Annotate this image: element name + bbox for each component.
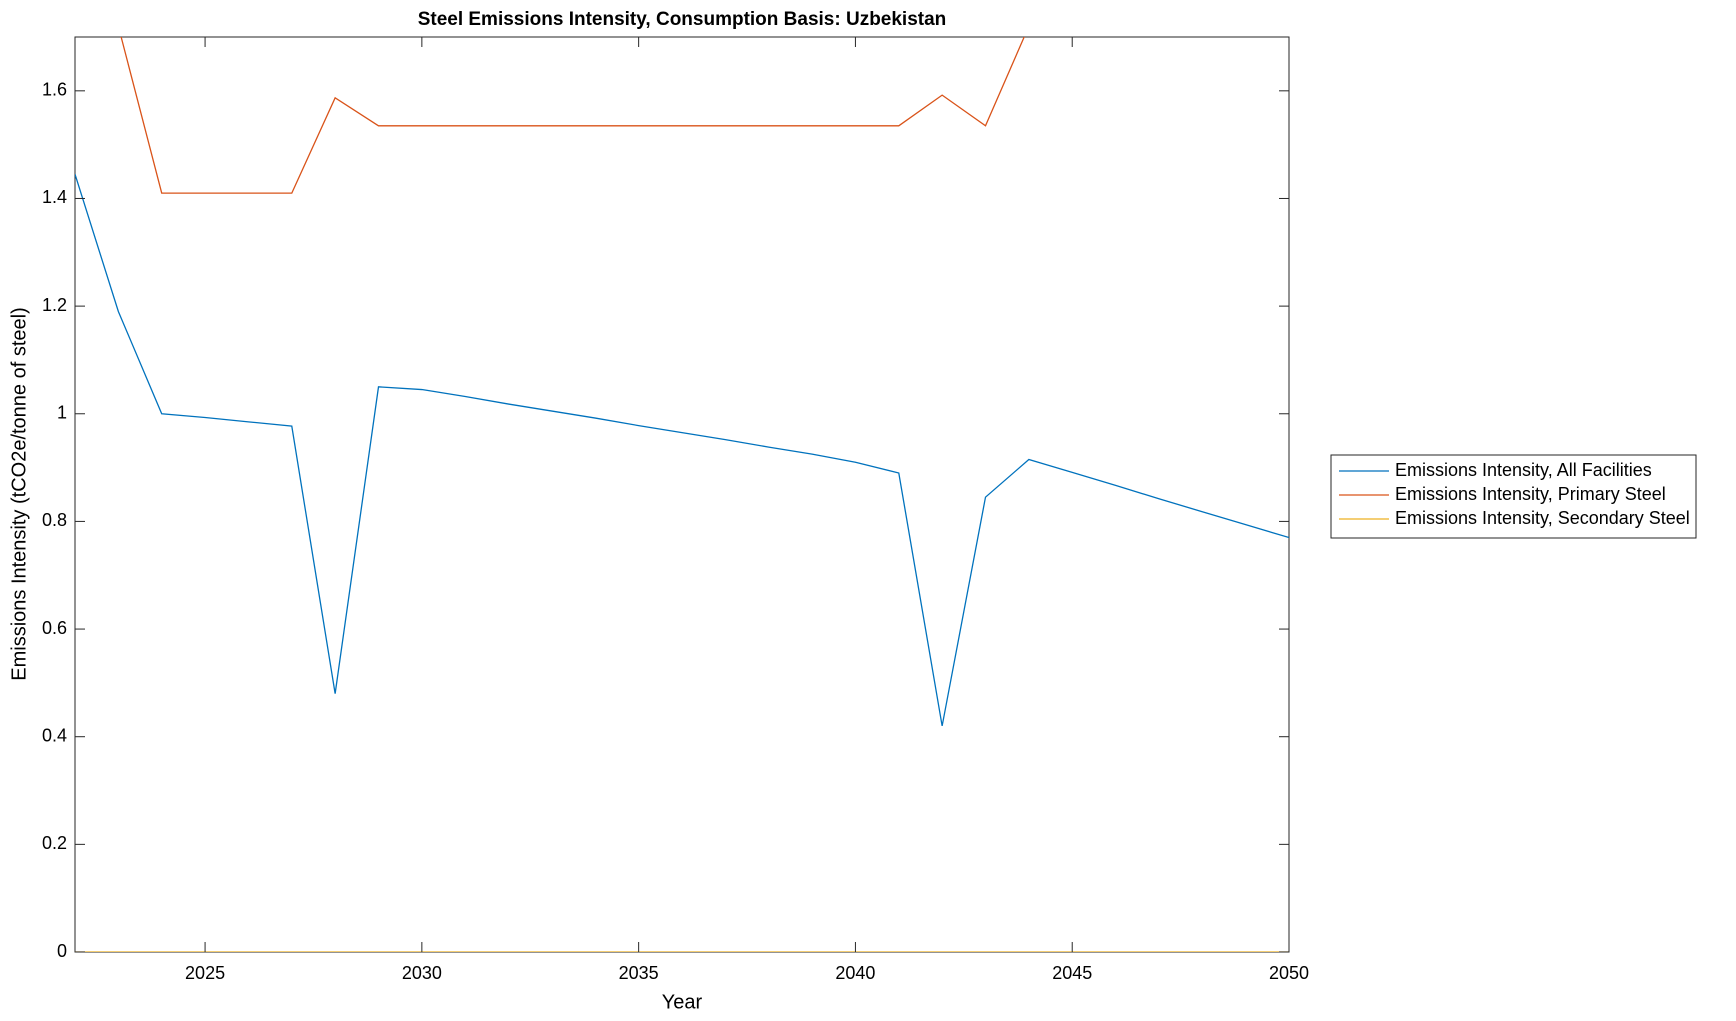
series-line (120, 37, 1025, 194)
y-tick-label: 0.6 (42, 618, 67, 638)
x-tick-label: 2050 (1269, 963, 1309, 983)
y-tick-label: 0 (57, 941, 67, 961)
y-axis-label: Emissions Intensity (tCO2e/tonne of stee… (8, 307, 30, 681)
y-tick-label: 1.2 (42, 295, 67, 315)
y-tick-label: 0.2 (42, 833, 67, 853)
plot-area (74, 36, 1290, 953)
legend-box (1330, 454, 1697, 539)
x-tick-label: 2045 (1052, 963, 1092, 983)
x-tick-label: 2030 (402, 963, 442, 983)
y-tick-label: 1.6 (42, 80, 67, 100)
x-tick-label: 2040 (835, 963, 875, 983)
chart-title: Steel Emissions Intensity, Consumption B… (418, 9, 947, 30)
y-tick-label: 1.4 (42, 187, 67, 207)
y-tick-label: 0.4 (42, 725, 67, 745)
y-tick-label: 0.8 (42, 510, 67, 530)
series-line (75, 174, 1289, 727)
legend-label: Emissions Intensity, Secondary Steel (1395, 508, 1690, 528)
legend-label: Emissions Intensity, Primary Steel (1395, 484, 1666, 504)
y-tick-label: 1 (57, 403, 67, 423)
x-tick-label: 2035 (619, 963, 659, 983)
lines (75, 37, 1289, 952)
x-tick-label: 2025 (185, 963, 225, 983)
legend-label: Emissions Intensity, All Facilities (1395, 460, 1652, 480)
x-axis-label: Year (662, 991, 703, 1013)
legend: Emissions Intensity, All Facilities Emiss… (1330, 454, 1697, 539)
